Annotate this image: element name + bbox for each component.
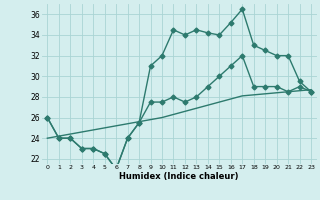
X-axis label: Humidex (Indice chaleur): Humidex (Indice chaleur) xyxy=(119,172,239,181)
